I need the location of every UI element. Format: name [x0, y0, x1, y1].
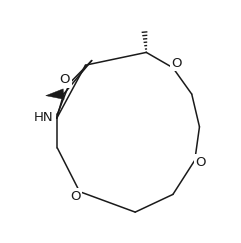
Text: O: O [195, 156, 206, 169]
Text: HN: HN [33, 111, 53, 124]
Text: O: O [70, 190, 81, 203]
Text: O: O [60, 73, 70, 86]
Polygon shape [46, 89, 64, 99]
Text: O: O [171, 57, 182, 69]
